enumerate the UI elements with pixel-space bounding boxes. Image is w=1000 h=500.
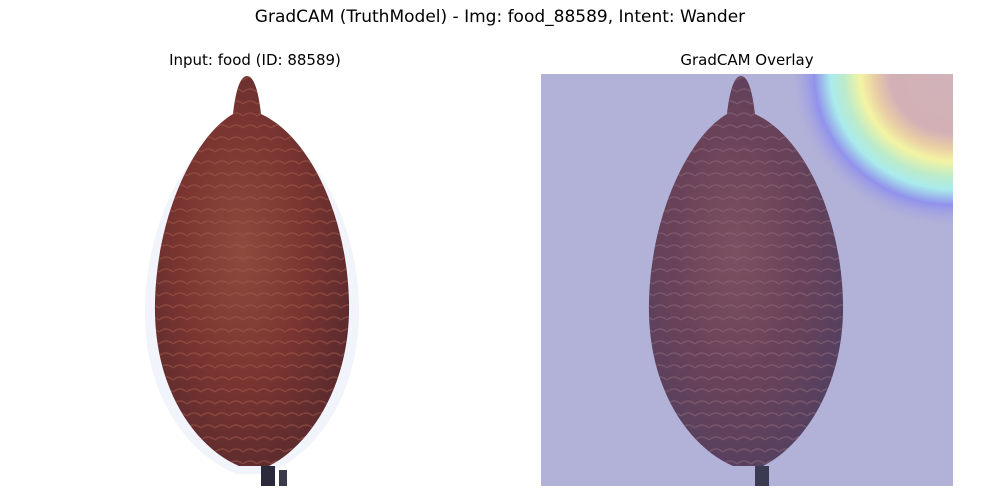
input-image <box>47 74 459 486</box>
input-panel-title: Input: food (ID: 88589) <box>169 51 341 69</box>
figure-title: GradCAM (TruthModel) - Img: food_88589, … <box>254 7 746 27</box>
overlay-panel-title: GradCAM Overlay <box>680 51 814 69</box>
fruit-illustration <box>144 76 360 486</box>
gradcam-overlay-image <box>541 74 953 486</box>
heatmap-overlay <box>541 74 953 486</box>
